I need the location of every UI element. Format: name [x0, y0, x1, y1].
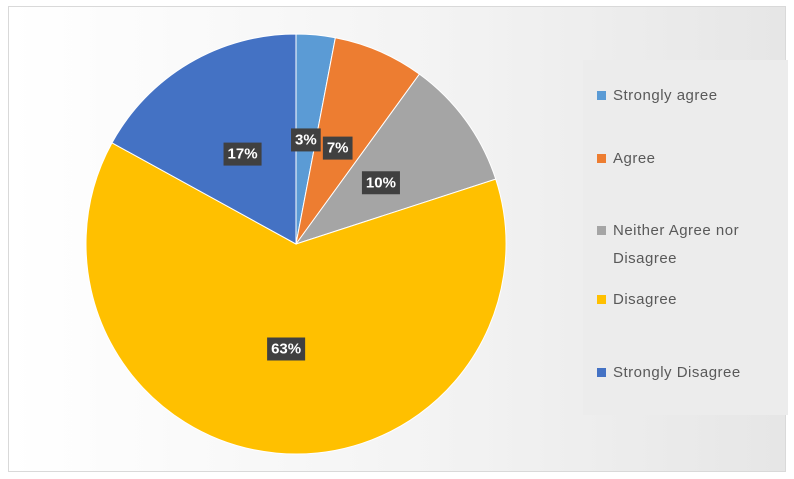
- legend-swatch: [597, 154, 606, 163]
- pie-slice: [111, 33, 297, 245]
- legend-swatch: [597, 368, 606, 377]
- data-label-group: 10%: [361, 171, 400, 195]
- data-label: 3%: [295, 131, 317, 148]
- pie-slice: [294, 73, 497, 245]
- data-label-box: [267, 337, 306, 361]
- legend-item: Agree: [597, 145, 787, 173]
- legend-label: Disagree: [613, 291, 678, 308]
- data-label: 63%: [271, 341, 301, 358]
- data-label-box: [361, 171, 400, 195]
- legend-label: Neither Agree nor Disagree: [613, 222, 740, 267]
- legend-item: Disagree: [597, 286, 787, 314]
- data-label-group: 3%: [291, 128, 321, 152]
- legend-swatch: [597, 226, 606, 235]
- data-label-group: 17%: [223, 142, 262, 166]
- data-label: 10%: [366, 174, 396, 191]
- data-label-box: [291, 128, 321, 152]
- data-label: 7%: [327, 140, 349, 157]
- legend-item: Strongly agree: [597, 82, 787, 110]
- legend-label: Strongly agree: [613, 87, 718, 104]
- legend-item: Neither Agree nor Disagree: [597, 217, 787, 273]
- legend-label: Agree: [613, 150, 656, 167]
- data-label-group: 63%: [267, 337, 306, 361]
- data-label-box: [322, 136, 353, 160]
- legend-swatch: [597, 91, 606, 100]
- legend: Strongly agree Agree Neither Agree nor Dis…: [583, 60, 788, 415]
- legend-item: Strongly Disagree: [597, 359, 787, 387]
- data-label-group: 7%: [322, 136, 353, 160]
- legend-label: Strongly Disagree: [613, 364, 741, 381]
- data-label: 17%: [228, 146, 258, 163]
- pie-slice: [85, 142, 507, 455]
- data-label-box: [223, 142, 262, 166]
- legend-swatch: [597, 295, 606, 304]
